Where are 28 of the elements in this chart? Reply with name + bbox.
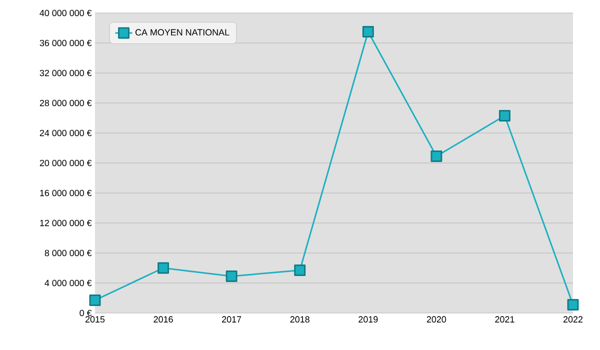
point (294, 264, 306, 276)
y-tick-label: 16 000 000 € (40, 190, 92, 196)
y-tick-label: 12 000 000 € (40, 220, 92, 226)
y-tick-label: 8 000 000 € (44, 250, 92, 256)
x-tick-label: 2021 (495, 316, 514, 323)
legend-label: CA MOYEN NATIONAL (135, 29, 230, 36)
x-tick-label: 2018 (290, 316, 310, 323)
y-tick-label: 28 000 000 € (40, 100, 92, 106)
x-tick-label: 2017 (222, 316, 242, 323)
y-tick-label: 0 € (80, 310, 92, 316)
y-tick-label: 40 000 000 € (40, 10, 92, 16)
point (158, 262, 170, 274)
point (89, 294, 101, 306)
point (567, 299, 579, 310)
point (430, 150, 442, 162)
y-tick-label: 4 000 000 € (44, 280, 92, 286)
x-tick-label: 2016 (154, 316, 173, 323)
x-tick-label: 2019 (358, 316, 378, 323)
y-tick-label: 24 000 000 € (40, 130, 92, 136)
x-tick-label: 2022 (563, 316, 583, 323)
point (362, 26, 374, 38)
x-tick-label: 2015 (85, 316, 105, 323)
y-tick-label: 20 000 000 € (40, 160, 92, 166)
y-tick-label: 32 000 000 € (40, 70, 92, 76)
point (226, 270, 238, 282)
y-tick-label: 36 000 000 € (40, 40, 92, 46)
point (498, 110, 510, 122)
x-tick-label: 2020 (426, 316, 446, 323)
